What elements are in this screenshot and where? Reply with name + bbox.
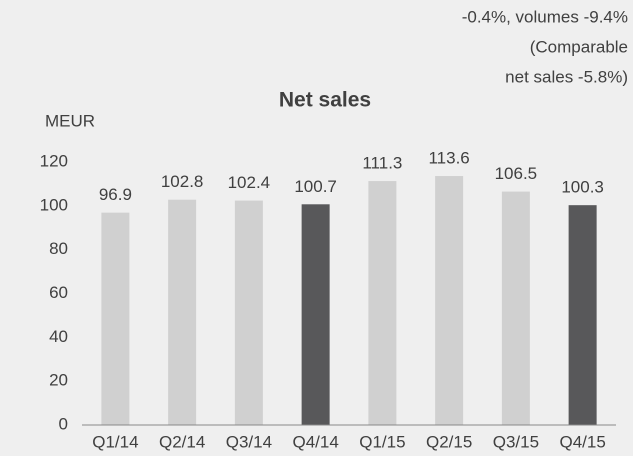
bar [301, 204, 330, 425]
bar [234, 200, 263, 425]
value-label: 96.9 [99, 185, 132, 204]
y-tick-label: 20 [49, 371, 68, 390]
x-tick-label: Q1/14 [92, 432, 138, 451]
y-tick-label: 0 [59, 414, 68, 433]
x-tick-label: Q4/15 [559, 432, 605, 451]
value-label: 106.5 [495, 164, 538, 183]
annotation: -0.4%, volumes -9.4% [462, 7, 628, 26]
value-label: 102.8 [161, 172, 204, 191]
y-axis-label: MEUR [45, 111, 95, 130]
bar [168, 199, 197, 425]
value-label: 100.3 [561, 178, 604, 197]
value-label: 111.3 [362, 154, 402, 173]
x-tick-label: Q2/14 [159, 432, 205, 451]
bar [435, 176, 464, 425]
bar [368, 181, 397, 425]
bar [501, 191, 530, 425]
y-tick-label: 40 [49, 327, 68, 346]
x-tick-label: Q2/15 [426, 432, 472, 451]
x-tick-label: Q1/15 [359, 432, 405, 451]
value-label: 113.6 [428, 149, 469, 168]
y-tick-label: 60 [49, 283, 68, 302]
x-tick-label: Q3/15 [493, 432, 539, 451]
bar [568, 205, 597, 425]
value-label: 100.7 [294, 177, 337, 196]
value-label: 102.4 [228, 173, 271, 192]
annotation: net sales -5.8%) [505, 67, 628, 86]
bar [101, 212, 130, 425]
chart-title: Net sales [279, 89, 371, 112]
x-tick-label: Q3/14 [226, 432, 272, 451]
x-tick-label: Q4/14 [292, 432, 338, 451]
annotation: (Comparable [530, 37, 628, 56]
y-tick-label: 80 [49, 239, 68, 258]
y-tick-label: 120 [40, 151, 68, 170]
y-tick-label: 100 [40, 195, 68, 214]
